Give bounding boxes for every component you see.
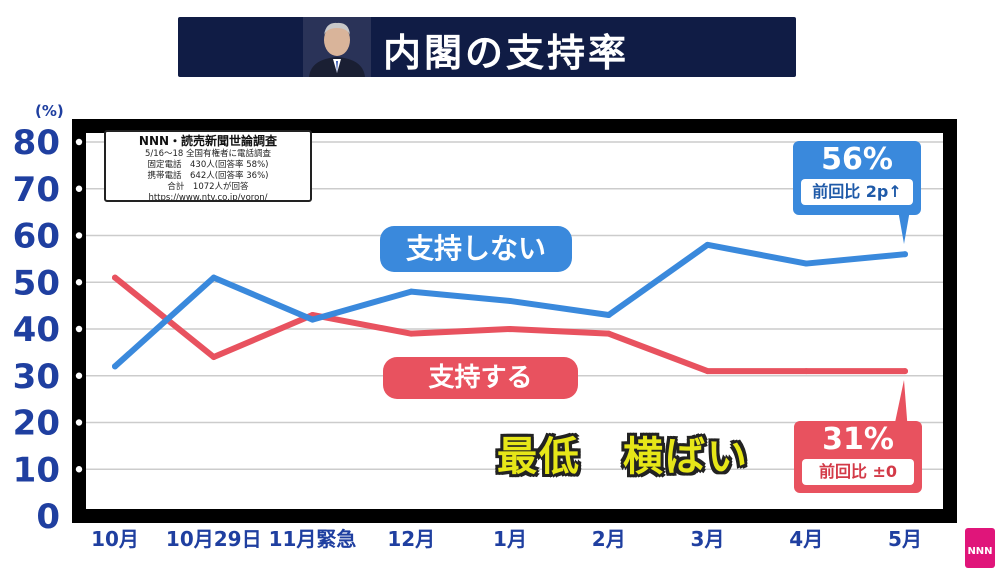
title-bar: 内閣の支持率: [178, 17, 796, 77]
tick-dot: [75, 466, 83, 473]
callout-pointer-oppose: [898, 210, 910, 244]
data-point: [408, 288, 415, 295]
callout-support-value: 31%: [822, 422, 894, 457]
survey-line: 5/16～18 全国有権者に電話調査: [144, 149, 272, 159]
y-tick-label: 30: [13, 357, 60, 397]
survey-line: 合計 1072人が回答: [167, 182, 249, 192]
x-tick-label: 4月: [789, 527, 823, 551]
data-point: [803, 260, 810, 267]
callout-support-change: 前回比 ±0: [802, 459, 914, 485]
y-tick-label: 80: [13, 123, 60, 163]
tick-dot: [75, 232, 83, 239]
series-label-oppose: 支持しない: [380, 226, 572, 272]
x-tick-label: 5月: [888, 527, 922, 551]
nnn-logo-text: NNN: [967, 546, 992, 557]
y-tick-label: 50: [13, 263, 60, 303]
tick-dot: [75, 138, 83, 146]
x-tick-label: 11月緊急: [269, 527, 357, 551]
tick-dot: [75, 325, 83, 333]
tick-dot: [75, 279, 83, 286]
series-label-support: 支持する: [383, 357, 578, 399]
y-tick-label: 40: [13, 310, 60, 350]
data-point: [902, 368, 908, 375]
data-point: [210, 354, 217, 361]
y-tick-label: 60: [13, 217, 60, 257]
x-tick-label: 10月: [91, 527, 139, 551]
data-point: [210, 274, 217, 281]
tick-dot: [75, 185, 83, 192]
callout-oppose-value: 56%: [821, 142, 893, 177]
data-point: [112, 363, 118, 370]
survey-line: 固定電話 430人(回答率 58%): [147, 160, 269, 170]
callout-pointer-support: [893, 380, 908, 432]
data-point: [507, 297, 513, 304]
x-tick-label: 1月: [493, 527, 527, 551]
callout-oppose-change: 前回比 2p↑: [801, 179, 913, 205]
survey-info-box: NNN・読売新聞世論調査 5/16～18 全国有権者に電話調査 固定電話 430…: [104, 130, 312, 203]
survey-url: https://www.ntv.co.jp/yoron/: [148, 193, 268, 203]
y-tick-label: 0: [36, 497, 60, 537]
data-point: [605, 330, 612, 337]
y-tick-label: 70: [13, 170, 60, 210]
annotation-text: 最低 横ばい: [497, 434, 749, 480]
nnn-logo: NNN: [965, 528, 995, 568]
y-unit-label: (%): [35, 102, 64, 120]
x-tick-label: 10月29日: [166, 527, 262, 551]
y-tick-label: 20: [13, 404, 60, 444]
data-point: [309, 316, 316, 323]
x-tick-label: 2月: [592, 527, 626, 551]
data-point: [704, 368, 711, 375]
survey-line: 携帯電話 642人(回答率 36%): [147, 171, 269, 181]
data-point: [605, 311, 612, 318]
callout-support: 31% 前回比 ±0: [794, 421, 922, 493]
data-point: [507, 326, 513, 332]
data-point: [902, 251, 908, 258]
tick-dot: [75, 419, 83, 426]
callout-oppose: 56% 前回比 2p↑: [793, 141, 921, 215]
x-tick-label: 3月: [691, 527, 725, 551]
survey-title: NNN・読売新聞世論調査: [138, 134, 278, 148]
data-point: [704, 241, 711, 248]
y-tick-label: 10: [13, 450, 60, 490]
data-point: [408, 330, 415, 337]
data-point: [112, 274, 118, 281]
data-point: [803, 368, 810, 375]
prime-minister-portrait: [303, 17, 371, 77]
page-title: 内閣の支持率: [383, 31, 630, 75]
tick-dot: [75, 372, 83, 379]
x-tick-label: 12月: [387, 527, 435, 551]
